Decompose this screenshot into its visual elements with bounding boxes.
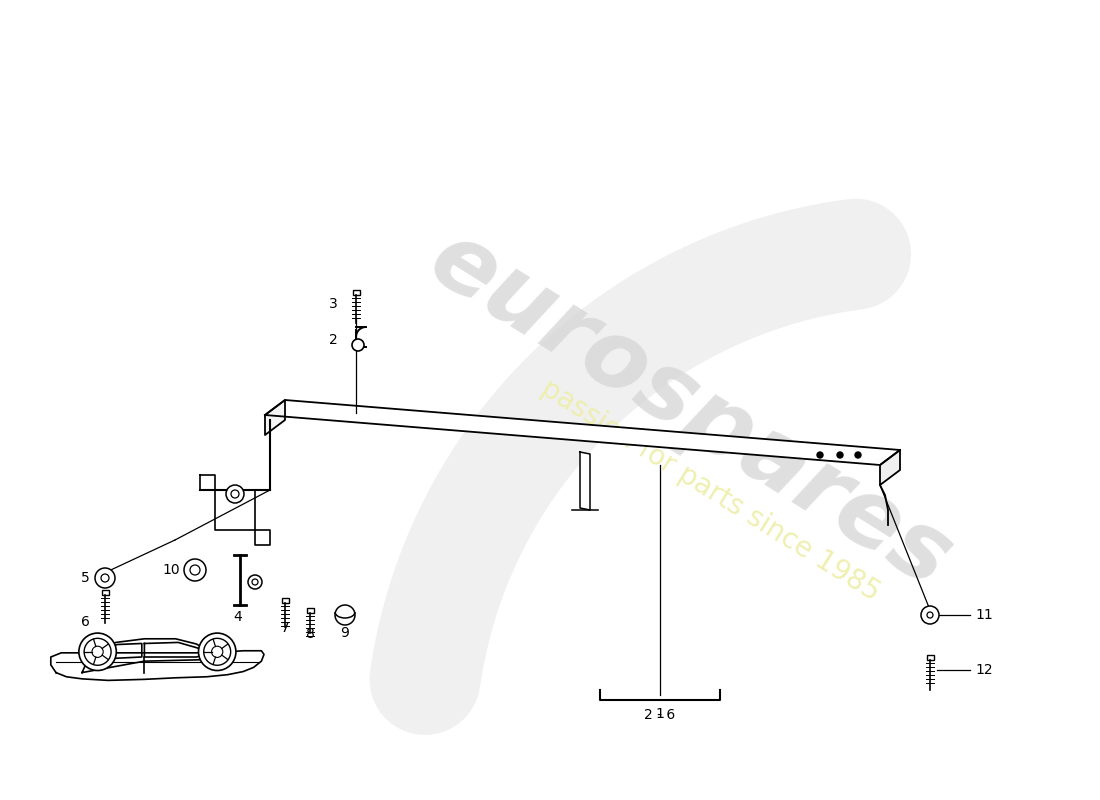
Text: 10: 10 <box>163 563 180 577</box>
Polygon shape <box>265 400 900 465</box>
Polygon shape <box>880 450 900 485</box>
FancyBboxPatch shape <box>101 590 109 595</box>
Circle shape <box>198 633 235 670</box>
FancyBboxPatch shape <box>926 655 934 660</box>
Text: 7: 7 <box>280 621 289 635</box>
Polygon shape <box>265 400 285 435</box>
FancyBboxPatch shape <box>307 608 314 613</box>
Text: 1: 1 <box>656 707 664 721</box>
Circle shape <box>336 605 355 625</box>
Circle shape <box>837 452 843 458</box>
Text: 8: 8 <box>306 627 315 641</box>
Circle shape <box>226 485 244 503</box>
Text: 12: 12 <box>975 663 992 677</box>
Polygon shape <box>51 650 264 680</box>
Text: 9: 9 <box>341 626 350 640</box>
FancyBboxPatch shape <box>352 290 360 295</box>
Polygon shape <box>200 475 270 545</box>
Text: 6: 6 <box>81 615 90 629</box>
Circle shape <box>211 646 223 658</box>
Circle shape <box>248 575 262 589</box>
Circle shape <box>352 339 364 351</box>
Text: 5: 5 <box>81 571 90 585</box>
Circle shape <box>92 646 103 658</box>
Text: 2 - 6: 2 - 6 <box>645 708 675 722</box>
Circle shape <box>817 452 823 458</box>
Circle shape <box>184 559 206 581</box>
Text: 3: 3 <box>329 297 338 311</box>
Circle shape <box>855 452 861 458</box>
FancyBboxPatch shape <box>282 598 288 603</box>
Circle shape <box>921 606 939 624</box>
Text: passion for parts since 1985: passion for parts since 1985 <box>536 374 884 606</box>
Text: 11: 11 <box>975 608 992 622</box>
Circle shape <box>79 633 117 670</box>
Text: 4: 4 <box>233 610 242 624</box>
Circle shape <box>95 568 116 588</box>
Polygon shape <box>580 452 590 510</box>
Polygon shape <box>82 638 228 673</box>
Text: 2: 2 <box>329 333 338 347</box>
Text: eurospares: eurospares <box>412 213 968 607</box>
